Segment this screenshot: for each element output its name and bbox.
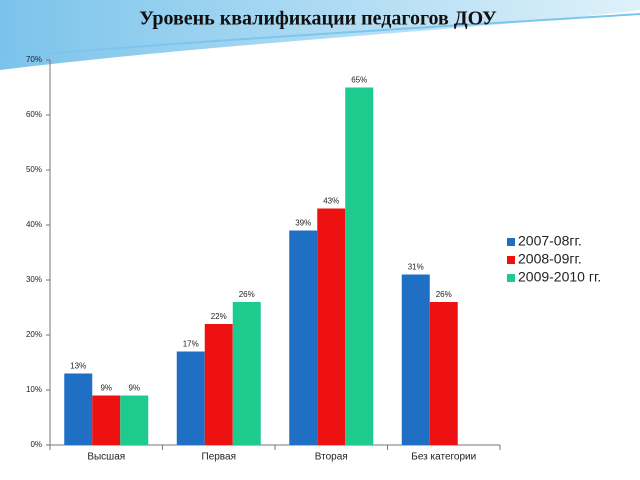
x-tick-label: Без категории bbox=[411, 452, 476, 463]
y-tick-label: 30% bbox=[26, 275, 42, 284]
header-line bbox=[0, 13, 640, 59]
value-label: 43% bbox=[323, 197, 339, 206]
bar bbox=[345, 87, 374, 445]
value-label: 9% bbox=[128, 384, 140, 393]
y-tick-label: 70% bbox=[26, 55, 42, 64]
bar bbox=[120, 395, 149, 445]
y-tick-label: 40% bbox=[26, 220, 42, 229]
y-tick-label: 10% bbox=[26, 385, 42, 394]
value-label: 9% bbox=[100, 384, 112, 393]
legend-label: 2008-09гг. bbox=[518, 251, 582, 267]
bar bbox=[64, 373, 93, 445]
legend-swatch bbox=[507, 274, 515, 282]
x-tick-label: Первая bbox=[202, 452, 237, 463]
y-tick-label: 0% bbox=[30, 440, 42, 449]
value-label: 65% bbox=[351, 76, 367, 85]
legend-swatch bbox=[507, 238, 515, 246]
bar bbox=[429, 302, 458, 445]
bar bbox=[317, 208, 346, 445]
bar bbox=[401, 274, 430, 445]
value-label: 17% bbox=[183, 340, 199, 349]
value-label: 13% bbox=[70, 362, 86, 371]
y-tick-label: 50% bbox=[26, 165, 42, 174]
legend-label: 2007-08гг. bbox=[518, 233, 582, 249]
value-label: 31% bbox=[408, 263, 424, 272]
bar bbox=[232, 302, 261, 445]
bar bbox=[176, 351, 205, 445]
y-tick-label: 20% bbox=[26, 330, 42, 339]
x-tick-label: Вторая bbox=[315, 452, 348, 463]
x-tick-label: Высшая bbox=[87, 452, 125, 463]
value-label: 39% bbox=[295, 219, 311, 228]
bar bbox=[289, 230, 318, 445]
legend-swatch bbox=[507, 256, 515, 264]
value-label: 22% bbox=[211, 312, 227, 321]
bar bbox=[204, 324, 233, 445]
chart-title: Уровень квалификации педагогов ДОУ bbox=[139, 8, 497, 30]
value-label: 26% bbox=[239, 290, 255, 299]
bar bbox=[92, 395, 121, 445]
legend-label: 2009-2010 гг. bbox=[518, 269, 601, 285]
y-tick-label: 60% bbox=[26, 110, 42, 119]
value-label: 26% bbox=[436, 290, 452, 299]
